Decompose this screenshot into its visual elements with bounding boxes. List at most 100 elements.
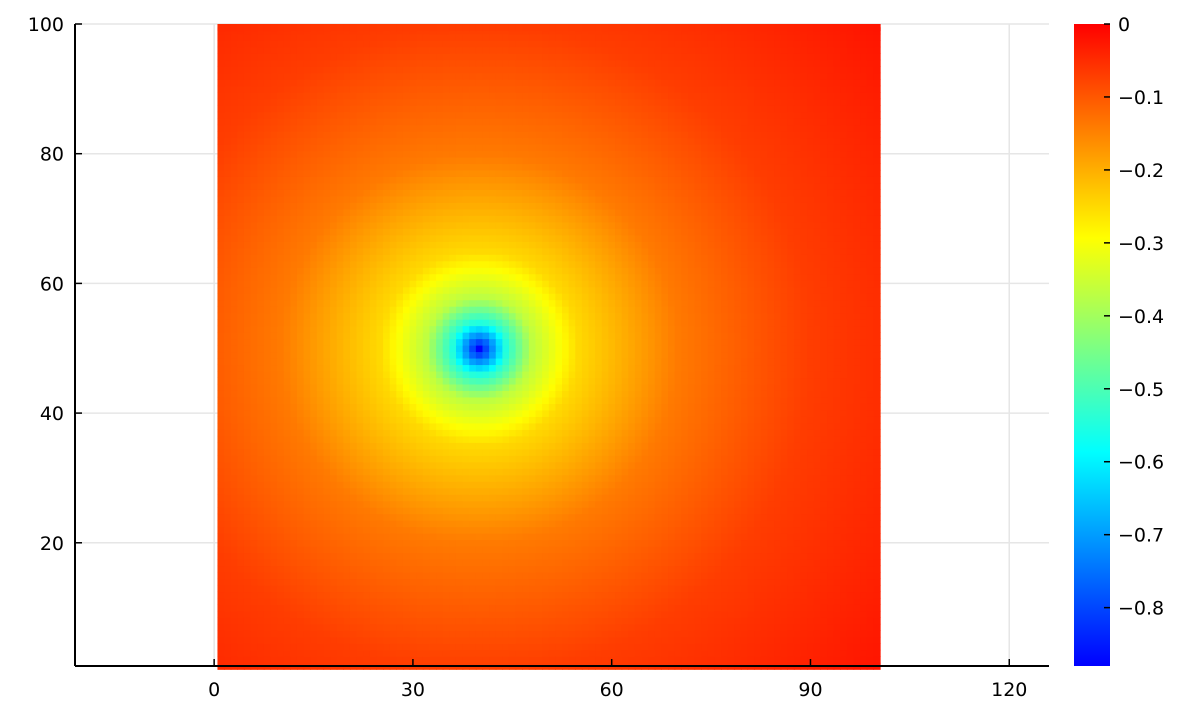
heatmap-cell [641, 578, 649, 586]
heatmap-cell [807, 481, 815, 489]
heatmap-cell [237, 461, 245, 469]
heatmap-cell [780, 630, 788, 638]
heatmap-cell [860, 513, 868, 521]
heatmap-cell [668, 623, 676, 631]
heatmap-cell [310, 571, 318, 580]
heatmap-cell [734, 422, 742, 430]
heatmap-cell [827, 571, 835, 580]
heatmap-cell [356, 474, 364, 482]
heatmap-cell [528, 552, 537, 560]
heatmap-cell [422, 539, 431, 547]
heatmap-cell [721, 409, 729, 417]
heatmap-cell [449, 377, 457, 385]
heatmap-cell [846, 656, 855, 664]
heatmap-cell [343, 597, 351, 605]
heatmap-cell [237, 377, 245, 385]
heatmap-cell [661, 500, 669, 508]
heatmap-cell [389, 526, 397, 534]
heatmap-cell [502, 396, 510, 404]
heatmap-cell [356, 345, 364, 353]
heatmap-cell [588, 390, 596, 398]
heatmap-cell [316, 578, 325, 586]
heatmap-cell [681, 617, 689, 625]
heatmap-cell [522, 390, 530, 398]
heatmap-cell [548, 539, 556, 547]
heatmap-cell [581, 390, 590, 398]
heatmap-cell [668, 442, 676, 450]
heatmap-cell [330, 494, 338, 502]
heatmap-cell [310, 578, 318, 586]
heatmap-cell [714, 409, 722, 417]
heatmap-cell [369, 617, 378, 625]
heatmap-cell [336, 656, 344, 664]
heatmap-cell [396, 487, 404, 495]
heatmap-cell [296, 435, 305, 443]
heatmap-cell [502, 656, 510, 664]
heatmap-cell [442, 351, 450, 359]
heatmap-cell [827, 429, 835, 437]
heatmap-cell [568, 377, 576, 385]
heatmap-cell [548, 448, 556, 456]
heatmap-cell [687, 571, 696, 580]
heatmap-cell [316, 364, 325, 372]
heatmap-cell [707, 435, 715, 443]
heatmap-cell [495, 345, 503, 353]
heatmap-cell [615, 494, 623, 502]
heatmap-cell [548, 474, 556, 482]
heatmap-cell [250, 591, 258, 599]
heatmap-cell [701, 351, 709, 359]
heatmap-cell [283, 403, 291, 411]
heatmap-cell [807, 351, 815, 359]
heatmap-cell [687, 559, 696, 567]
heatmap-cell [721, 559, 729, 567]
heatmap-cell [568, 513, 576, 521]
heatmap-cell [827, 578, 835, 586]
heatmap-cell [654, 487, 662, 495]
heatmap-cell [668, 390, 676, 398]
heatmap-cell [588, 345, 596, 353]
heatmap-cell [475, 461, 484, 469]
heatmap-cell [588, 604, 596, 612]
heatmap-cell [575, 364, 583, 372]
heatmap-cell [389, 429, 397, 437]
heatmap-cell [608, 429, 616, 437]
heatmap-cell [787, 474, 795, 482]
heatmap-cell [330, 643, 338, 651]
heatmap-cell [562, 546, 570, 554]
heatmap-cell [840, 435, 848, 443]
heatmap-cell [389, 357, 397, 366]
heatmap-cell [230, 422, 238, 430]
heatmap-cell [866, 546, 875, 554]
heatmap-cell [694, 643, 702, 651]
heatmap-cell [721, 481, 729, 489]
heatmap-cell [780, 578, 788, 586]
heatmap-cell [257, 448, 265, 456]
heatmap-cell [349, 429, 358, 437]
heatmap-cell [634, 597, 643, 605]
heatmap-cell [595, 468, 603, 476]
heatmap-cell [363, 448, 371, 456]
heatmap-cell [668, 565, 676, 573]
heatmap-cell [449, 351, 457, 359]
heatmap-cell [760, 578, 769, 586]
heatmap-cell [740, 539, 749, 547]
heatmap-cell [654, 396, 662, 404]
heatmap-cell [813, 370, 822, 379]
heatmap-cell [860, 468, 868, 476]
heatmap-cell [648, 656, 656, 664]
heatmap-cell [654, 403, 662, 411]
heatmap-cell [780, 435, 788, 443]
heatmap-cell [654, 461, 662, 469]
heatmap-cell [230, 623, 238, 631]
heatmap-cell [774, 571, 782, 580]
heatmap-cell [621, 442, 629, 450]
heatmap-cell [694, 623, 702, 631]
heatmap-cell [727, 636, 735, 644]
heatmap-cell [502, 636, 510, 644]
heatmap-cell [250, 571, 258, 580]
heatmap-cell [648, 468, 656, 476]
heatmap-cell [747, 507, 755, 515]
heatmap-cell [840, 383, 848, 391]
heatmap-cell [396, 507, 404, 515]
heatmap-cell [489, 377, 497, 385]
